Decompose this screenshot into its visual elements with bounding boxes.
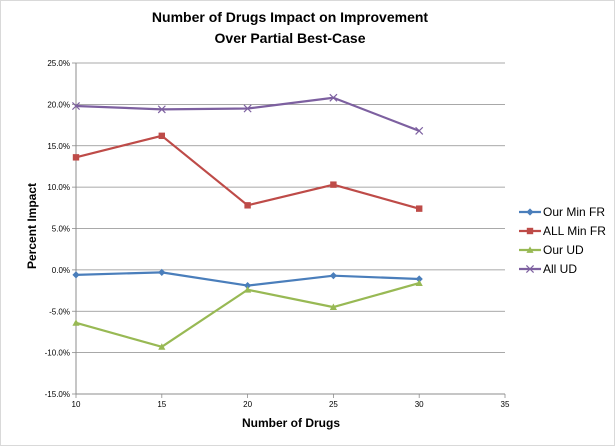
legend-label: ALL Min FR <box>543 224 606 238</box>
data-point-our-min-fr <box>329 272 337 280</box>
gridlines <box>76 62 505 354</box>
y-tick-label: 20.0% <box>47 100 70 109</box>
y-tick-labels: -15.0% -10.0% -5.0% 0.0% 5.0% 10.0% 15.0% 20.0%… <box>45 59 70 399</box>
x-tick-label: 10 <box>72 400 81 409</box>
data-point-all-min-fr <box>158 132 165 140</box>
legend-label: Our UD <box>543 243 584 257</box>
chart-title-line-2: Over Partial Best-Case <box>215 30 366 46</box>
data-point-all-min-fr <box>72 154 80 161</box>
y-tick-label: 0.0% <box>52 266 70 275</box>
data-point-our-ud <box>244 286 252 293</box>
y-tick-label: -15.0% <box>45 390 70 399</box>
legend-marker <box>526 208 534 216</box>
data-point-all-min-fr <box>244 202 251 209</box>
data-point-all-min-fr <box>416 205 423 212</box>
legend-marker <box>526 227 534 235</box>
legend-item-our-ud: Our UD <box>519 243 584 257</box>
legend-marker-stroke <box>525 264 535 274</box>
data-point-all-ud <box>329 93 338 102</box>
series-line-all-min-fr <box>75 134 420 210</box>
data-point-our-ud <box>158 343 166 350</box>
data-point-our-min-fr <box>244 281 252 290</box>
x-tick-labels: 10 15 20 25 30 35 <box>72 400 510 409</box>
data-point-our-min-fr <box>415 275 423 283</box>
series-line-our-ud <box>75 282 420 348</box>
legend-marker <box>525 264 535 274</box>
y-axis-title: Percent Impact <box>25 183 39 269</box>
legend-marker <box>526 246 534 253</box>
series-lines <box>71 93 424 350</box>
data-point-all-ud-stroke <box>329 93 338 102</box>
data-point-all-min-fr <box>330 181 337 188</box>
data-point-all-ud <box>157 105 166 114</box>
data-point-all-ud-stroke <box>157 105 166 114</box>
data-point-our-ud <box>415 279 423 286</box>
x-tick-label: 15 <box>157 400 166 409</box>
data-point-all-ud-stroke <box>415 126 424 135</box>
chart-title-line-1: Number of Drugs Impact on Improvement <box>152 9 428 25</box>
x-tick-label: 30 <box>415 400 424 409</box>
data-point-all-ud <box>415 126 424 135</box>
x-tick-label: 25 <box>329 400 338 409</box>
data-point-all-ud <box>71 102 81 111</box>
data-point-all-ud <box>243 104 252 113</box>
data-point-all-ud-stroke <box>71 102 81 111</box>
x-axis-title: Number of Drugs <box>242 416 340 430</box>
data-point-our-ud <box>329 303 337 310</box>
series-our-min-fr <box>72 268 423 290</box>
legend: Our Min FR ALL Min FR Our UD All UD <box>519 205 606 276</box>
y-tick-label: 10.0% <box>47 183 70 192</box>
data-point-our-ud <box>72 319 80 326</box>
x-tick-label: 20 <box>243 400 252 409</box>
data-point-our-min-fr <box>158 268 166 276</box>
data-point-our-min-fr <box>72 271 80 279</box>
legend-label: Our Min FR <box>543 205 605 219</box>
series-our-ud <box>72 279 423 350</box>
series-line-all-ud <box>75 96 420 132</box>
legend-item-all-min-fr: ALL Min FR <box>519 224 606 238</box>
y-tick-label: -10.0% <box>45 349 70 358</box>
y-tick-label: -5.0% <box>49 307 70 316</box>
y-tick-label: 25.0% <box>47 59 70 68</box>
legend-item-our-min-fr: Our Min FR <box>519 205 605 219</box>
series-all-ud <box>71 93 424 135</box>
y-tick-label: 5.0% <box>52 225 70 234</box>
axes <box>72 62 506 398</box>
legend-label: All UD <box>543 262 577 276</box>
legend-item-all-ud: All UD <box>519 262 577 276</box>
data-point-all-ud-stroke <box>243 104 252 113</box>
y-tick-label: 15.0% <box>47 142 70 151</box>
series-all-min-fr <box>72 132 423 212</box>
x-tick-label: 35 <box>501 400 510 409</box>
